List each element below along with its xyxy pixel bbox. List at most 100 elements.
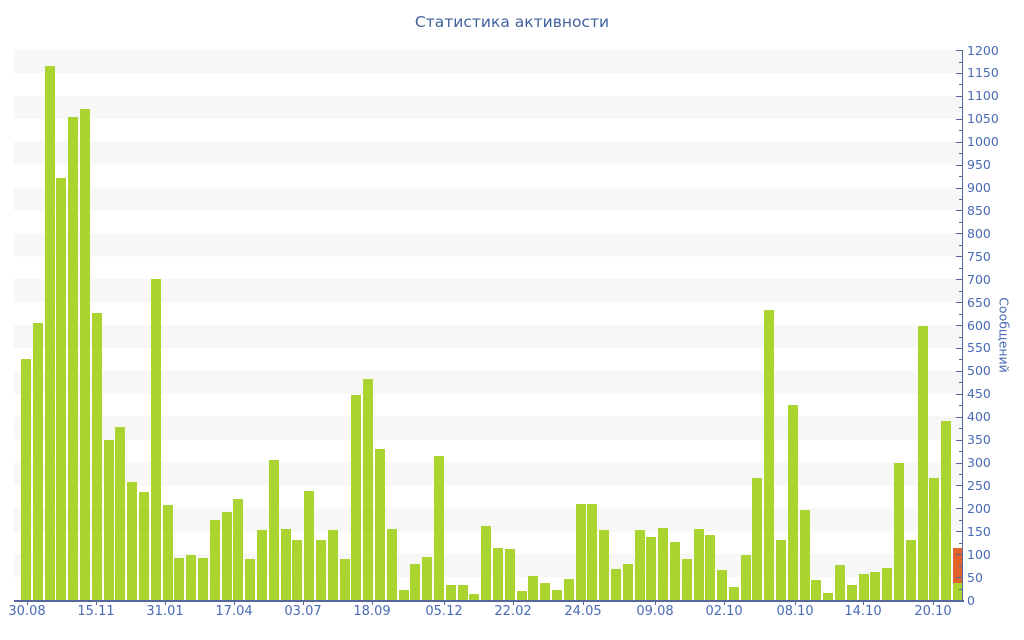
bar-green-segment [953, 582, 963, 600]
y-axis-minor-tick [959, 565, 963, 567]
y-axis-major-tick [956, 393, 963, 395]
bar[interactable] [139, 491, 149, 600]
bar[interactable] [787, 405, 798, 600]
bar[interactable] [551, 589, 562, 600]
bar[interactable] [811, 580, 822, 600]
bar[interactable] [587, 503, 598, 600]
bar[interactable] [386, 529, 397, 600]
x-axis-tick [795, 601, 797, 605]
bar[interactable] [292, 540, 303, 600]
bar[interactable] [504, 548, 515, 600]
bar[interactable] [150, 278, 161, 600]
bar[interactable] [599, 529, 610, 600]
bar[interactable] [740, 555, 751, 600]
bar[interactable] [315, 540, 326, 600]
bar[interactable] [799, 510, 810, 600]
bar[interactable] [693, 529, 704, 600]
bar[interactable] [917, 325, 928, 600]
bar[interactable] [410, 564, 421, 600]
bar[interactable] [221, 512, 232, 600]
bar[interactable] [681, 558, 692, 600]
y-axis-major-tick [956, 233, 963, 235]
bar[interactable] [209, 520, 220, 600]
bar[interactable] [492, 548, 503, 600]
bar[interactable] [115, 427, 126, 600]
bar[interactable] [445, 585, 456, 600]
y-axis-major-tick [956, 187, 963, 189]
y-axis-minor-tick [959, 336, 963, 338]
bar[interactable] [516, 591, 527, 600]
bar[interactable] [245, 558, 256, 600]
bar[interactable] [198, 557, 208, 600]
bar[interactable] [21, 359, 31, 600]
bar[interactable] [174, 557, 185, 600]
bar[interactable] [327, 530, 338, 600]
bar[interactable] [941, 421, 952, 600]
bar[interactable] [32, 322, 43, 600]
y-axis-major-tick [956, 370, 963, 372]
bar[interactable] [540, 582, 551, 600]
bar[interactable] [835, 564, 845, 600]
y-axis-tick-label: 450 [967, 386, 991, 402]
bar[interactable] [764, 310, 775, 600]
y-axis-major-tick [956, 416, 963, 418]
bar[interactable] [646, 537, 657, 600]
bar[interactable] [705, 535, 716, 600]
bar[interactable] [80, 108, 90, 600]
x-axis-tick [513, 601, 514, 605]
bar[interactable] [622, 563, 633, 600]
bar[interactable] [433, 456, 444, 600]
bar[interactable] [422, 556, 433, 600]
bar[interactable] [304, 491, 315, 600]
bar[interactable] [575, 503, 586, 600]
bar[interactable] [894, 462, 904, 600]
bar[interactable] [44, 66, 55, 600]
bar[interactable] [776, 540, 786, 600]
bar[interactable] [68, 116, 79, 600]
bar[interactable] [669, 541, 680, 600]
x-axis-tick [165, 601, 166, 605]
bar[interactable] [233, 499, 244, 600]
x-axis-tick-label: 20.10 [914, 604, 952, 619]
bar[interactable] [658, 527, 669, 600]
bar[interactable] [905, 540, 916, 600]
bar[interactable] [563, 578, 574, 600]
x-axis-tick [863, 601, 864, 605]
bar[interactable] [752, 478, 763, 600]
bar[interactable] [929, 477, 940, 600]
y-axis-major-tick [956, 508, 963, 510]
y-axis-tick-label: 500 [967, 363, 991, 379]
bar[interactable] [469, 593, 480, 600]
bar[interactable] [870, 572, 881, 600]
bar[interactable] [858, 573, 869, 600]
bar[interactable] [268, 460, 279, 600]
x-axis-tick-label: 02.10 [705, 604, 743, 619]
bar[interactable] [717, 570, 728, 600]
x-axis-tick-label: 08.10 [776, 604, 814, 619]
bar-highlighted[interactable] [953, 547, 963, 600]
bar[interactable] [162, 504, 173, 600]
bar[interactable] [91, 312, 102, 600]
bar[interactable] [256, 530, 267, 600]
bar[interactable] [398, 589, 409, 600]
bar[interactable] [728, 587, 739, 600]
bar[interactable] [374, 448, 385, 600]
bar[interactable] [846, 585, 857, 600]
bar[interactable] [634, 530, 645, 600]
bar[interactable] [280, 529, 291, 600]
bar[interactable] [127, 481, 138, 600]
bar[interactable] [103, 439, 114, 600]
bar[interactable] [186, 555, 197, 600]
y-axis-minor-tick [959, 267, 963, 269]
bar[interactable] [882, 567, 893, 600]
bar[interactable] [351, 394, 362, 600]
bar[interactable] [339, 558, 350, 600]
bar[interactable] [363, 378, 374, 600]
bar[interactable] [823, 593, 834, 600]
bar[interactable] [528, 576, 539, 600]
bar[interactable] [481, 525, 492, 600]
bar[interactable] [457, 584, 468, 600]
bar[interactable] [56, 178, 67, 600]
bar[interactable] [610, 569, 621, 600]
